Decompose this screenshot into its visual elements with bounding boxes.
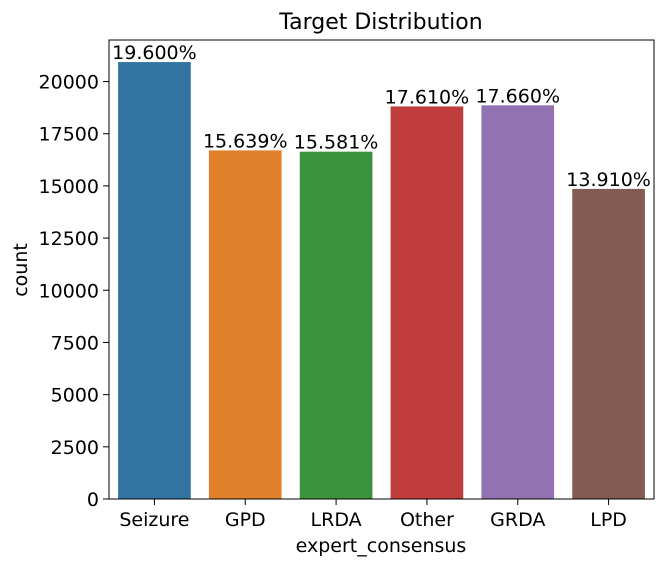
- y-tick-label: 2500: [51, 437, 99, 459]
- x-tick-label-seizure: Seizure: [119, 509, 189, 531]
- y-tick-label: 0: [87, 489, 99, 511]
- y-tick-label: 20000: [39, 72, 99, 94]
- y-tick-label: 5000: [51, 385, 99, 407]
- y-tick-label: 10000: [39, 280, 99, 302]
- data-label-gpd: 15.639%: [203, 130, 288, 152]
- data-label-other: 17.610%: [385, 86, 470, 108]
- x-tick-label-lpd: LPD: [590, 509, 627, 531]
- x-tick-label-gpd: GPD: [225, 509, 266, 531]
- y-tick-label: 12500: [39, 228, 99, 250]
- plot-area: 19.600% Seizure 15.639% GPD 15.581% LRDA 17.61…: [39, 39, 655, 531]
- bar-grda: [481, 105, 555, 499]
- y-tick-label: 17500: [39, 124, 99, 146]
- x-tick-label-grda: GRDA: [490, 509, 545, 531]
- y-tick-label: 7500: [51, 332, 99, 354]
- x-axis-label: expert_consensus: [296, 535, 467, 557]
- x-tick-label-lrda: LRDA: [311, 509, 362, 531]
- chart-title: Target Distribution: [278, 10, 482, 35]
- data-label-lpd: 13.910%: [566, 169, 651, 191]
- y-axis-label: count: [10, 243, 32, 297]
- bar-seizure: [118, 62, 191, 499]
- data-label-lrda: 15.581%: [294, 132, 379, 154]
- data-label-seizure: 19.600%: [112, 42, 197, 64]
- bar-lpd: [572, 188, 645, 499]
- bar-gpd: [208, 150, 282, 499]
- data-label-grda: 17.660%: [475, 85, 560, 107]
- plot-frame: [108, 39, 655, 500]
- bar-other: [390, 106, 464, 500]
- bar-lrda: [299, 151, 373, 500]
- x-tick-label-other: Other: [400, 509, 454, 531]
- y-tick-label: 15000: [39, 176, 99, 198]
